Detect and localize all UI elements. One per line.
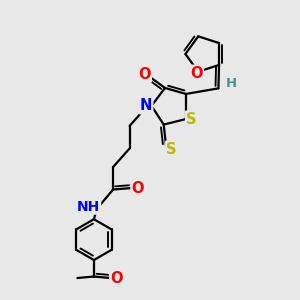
Text: S: S [186, 112, 196, 127]
Text: NH: NH [77, 200, 100, 214]
Text: S: S [166, 142, 177, 157]
Text: O: O [131, 181, 144, 196]
Text: O: O [110, 271, 123, 286]
Text: H: H [226, 77, 237, 90]
Text: O: O [190, 66, 203, 81]
Text: N: N [140, 98, 152, 113]
Text: O: O [138, 67, 151, 82]
